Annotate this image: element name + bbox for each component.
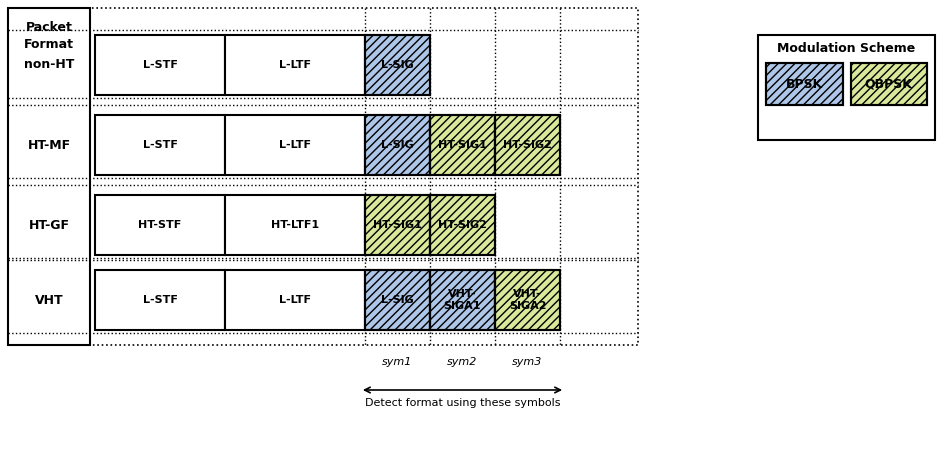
Bar	[430, 270, 495, 330]
Bar	[430, 195, 495, 255]
Text: Modulation Scheme: Modulation Scheme	[777, 42, 916, 55]
Bar	[495, 270, 560, 330]
Text: L-SIG: L-SIG	[381, 295, 413, 305]
Text: L-STF: L-STF	[143, 140, 177, 150]
Bar	[495, 270, 560, 330]
Text: VHT: VHT	[35, 294, 63, 307]
Bar	[766, 63, 842, 105]
Bar	[95, 35, 225, 95]
Text: Detect format using these symbols: Detect format using these symbols	[364, 398, 560, 408]
Text: L-STF: L-STF	[143, 60, 177, 70]
Bar	[225, 35, 365, 95]
Text: L-STF: L-STF	[143, 295, 177, 305]
Bar	[495, 270, 560, 330]
Bar	[430, 115, 495, 175]
Bar	[430, 195, 495, 255]
Bar	[495, 115, 560, 175]
Bar	[365, 35, 430, 95]
Bar	[8, 8, 90, 345]
Bar	[851, 63, 927, 105]
Bar	[365, 195, 430, 255]
Text: sym3: sym3	[513, 357, 543, 367]
Bar	[430, 195, 495, 255]
Text: HT-GF: HT-GF	[28, 219, 70, 231]
Bar	[758, 35, 935, 140]
Text: HT-MF: HT-MF	[27, 138, 71, 152]
Bar	[365, 195, 430, 255]
Text: HT-LTF1: HT-LTF1	[271, 220, 319, 230]
Text: VHT-
SIGA1: VHT- SIGA1	[444, 289, 481, 311]
Bar	[365, 115, 430, 175]
Text: QBPSK: QBPSK	[865, 77, 913, 90]
Bar	[766, 63, 842, 105]
Bar	[365, 115, 430, 175]
Bar	[430, 270, 495, 330]
Text: non-HT: non-HT	[24, 59, 75, 71]
Bar	[430, 270, 495, 330]
Bar	[225, 270, 365, 330]
Text: HT-SIG2: HT-SIG2	[503, 140, 552, 150]
Bar	[365, 270, 430, 330]
Text: L-LTF: L-LTF	[279, 295, 311, 305]
Bar	[95, 270, 225, 330]
Bar	[95, 195, 225, 255]
Bar	[95, 115, 225, 175]
Bar	[365, 270, 430, 330]
Text: Packet
Format: Packet Format	[24, 21, 74, 51]
Bar	[365, 270, 430, 330]
Text: L-SIG: L-SIG	[381, 140, 413, 150]
Text: HT-STF: HT-STF	[139, 220, 181, 230]
Bar	[495, 115, 560, 175]
Bar	[225, 195, 365, 255]
Bar	[225, 115, 365, 175]
Bar	[365, 35, 430, 95]
Bar	[766, 63, 842, 105]
Text: HT-SIG1: HT-SIG1	[438, 140, 487, 150]
Text: L-LTF: L-LTF	[279, 140, 311, 150]
Bar	[851, 63, 927, 105]
Text: sym1: sym1	[382, 357, 413, 367]
Bar	[851, 63, 927, 105]
Bar	[495, 115, 560, 175]
Bar	[8, 8, 638, 345]
Bar	[365, 35, 430, 95]
Bar	[430, 115, 495, 175]
Text: HT-SIG2: HT-SIG2	[438, 220, 487, 230]
Text: HT-SIG1: HT-SIG1	[373, 220, 422, 230]
Text: BPSK: BPSK	[785, 77, 823, 90]
Text: VHT-
SIGA2: VHT- SIGA2	[509, 289, 547, 311]
Bar	[365, 115, 430, 175]
Text: L-LTF: L-LTF	[279, 60, 311, 70]
Bar	[430, 115, 495, 175]
Text: L-SIG: L-SIG	[381, 60, 413, 70]
Text: sym2: sym2	[447, 357, 478, 367]
Bar	[365, 195, 430, 255]
